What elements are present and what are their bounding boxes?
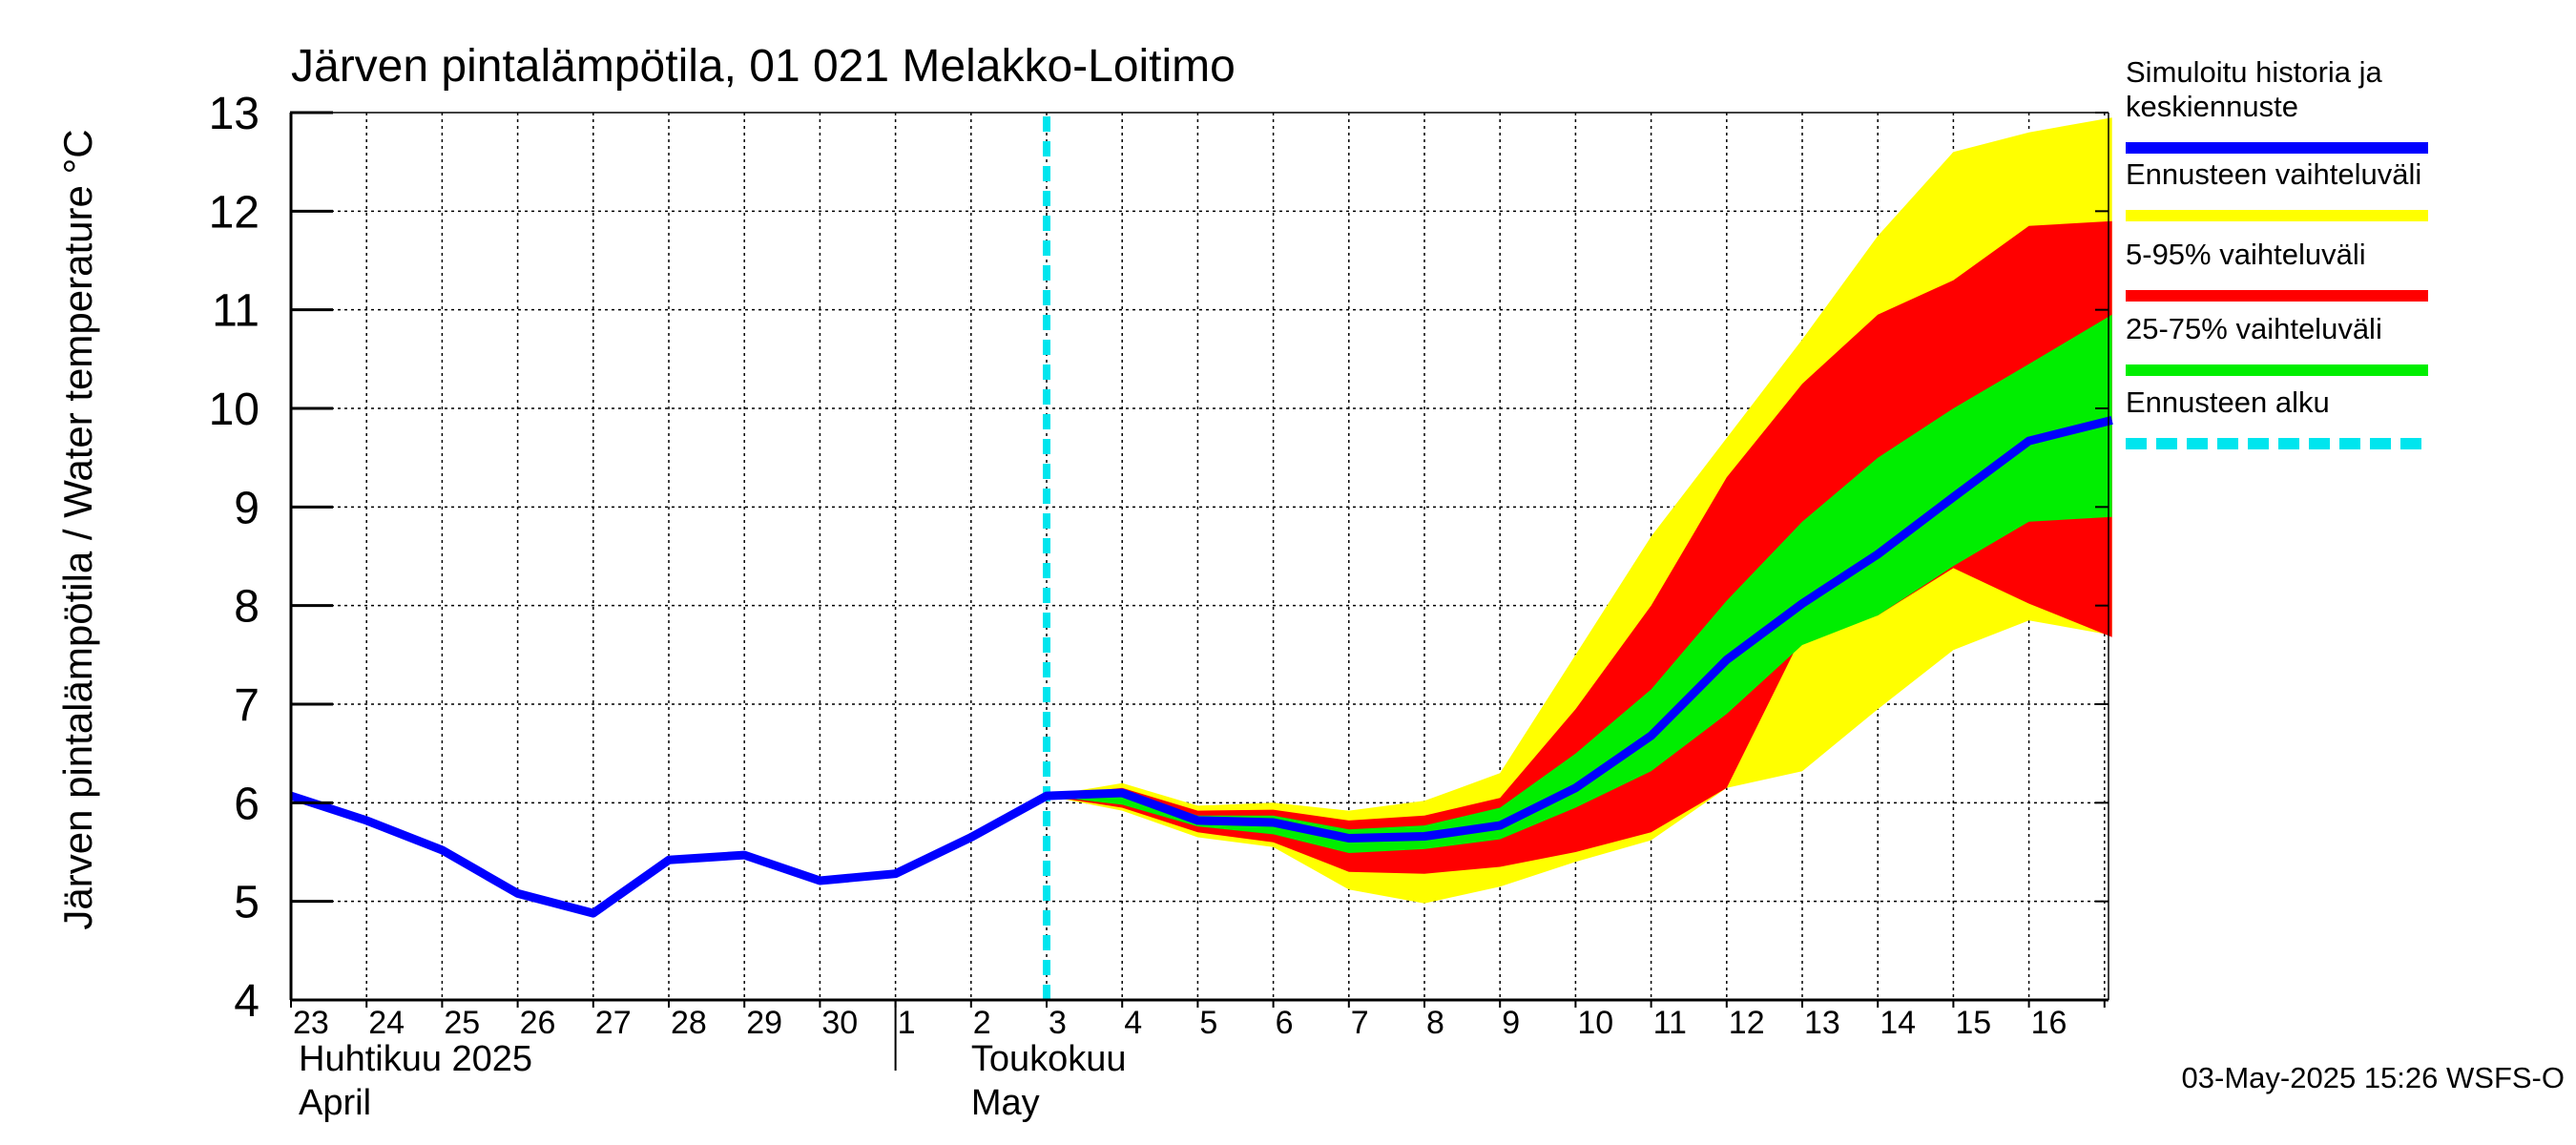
x-tick-label: 14 — [1880, 1005, 1916, 1041]
grid — [291, 113, 2109, 1000]
legend-label: 5-95% vaihteluväli — [2126, 238, 2366, 271]
x-tick-label: 25 — [444, 1005, 480, 1041]
month-label-en: April — [299, 1083, 371, 1123]
x-tick-label: 15 — [1955, 1005, 1991, 1041]
y-tick-label: 8 — [234, 582, 260, 633]
month-label: Toukokuu — [971, 1039, 1127, 1079]
x-tick-label: 23 — [293, 1005, 329, 1041]
x-tick-label: 12 — [1729, 1005, 1765, 1041]
x-tick-label: 6 — [1276, 1005, 1294, 1041]
legend-label: Ennusteen vaihteluväli — [2126, 157, 2421, 191]
legend-label: Ennusteen alku — [2126, 385, 2330, 419]
legend-label: keskiennuste — [2126, 90, 2298, 123]
axes — [289, 111, 2109, 1071]
y-tick-label: 4 — [234, 976, 260, 1027]
month-label-en: May — [971, 1083, 1040, 1123]
band-forecast-range — [1047, 117, 2112, 904]
y-tick-label: 5 — [234, 878, 260, 928]
y-tick-label: 7 — [234, 680, 260, 731]
legend-label: 25-75% vaihteluväli — [2126, 312, 2382, 345]
y-axis-label: Järven pintalämpötila / Water temperatur… — [55, 129, 100, 929]
median-line — [289, 416, 2113, 918]
y-tick-label: 11 — [212, 286, 260, 337]
band-5-95 — [1047, 220, 2112, 874]
x-tick-label: 16 — [2031, 1005, 2067, 1041]
x-tick-label: 11 — [1653, 1005, 1687, 1041]
x-tick-label: 26 — [520, 1005, 556, 1041]
month-label: Huhtikuu 2025 — [299, 1039, 532, 1079]
timestamp: 03-May-2025 15:26 WSFS-O — [2182, 1061, 2565, 1094]
forecast-bands — [1047, 117, 2112, 904]
x-tick-label: 27 — [595, 1005, 632, 1041]
x-tick-label: 3 — [1049, 1005, 1067, 1041]
x-tick-label: 29 — [746, 1005, 782, 1041]
x-tick-label: 24 — [368, 1005, 405, 1041]
series-lines — [289, 116, 2113, 1000]
x-tick-label: 1 — [898, 1005, 916, 1041]
x-tick-label: 8 — [1426, 1005, 1444, 1041]
x-tick-label: 4 — [1124, 1005, 1142, 1041]
legend-label: Simuloitu historia ja — [2126, 55, 2383, 89]
chart-title: Järven pintalämpötila, 01 021 Melakko-Lo… — [291, 41, 1236, 92]
y-tick-label: 12 — [209, 187, 260, 238]
band-25-75 — [1047, 314, 2112, 853]
x-tick-label: 2 — [973, 1005, 991, 1041]
y-tick-label: 6 — [234, 779, 260, 829]
y-tick-label: 10 — [209, 385, 260, 435]
x-tick-label: 7 — [1351, 1005, 1369, 1041]
x-tick-label: 9 — [1502, 1005, 1520, 1041]
y-tick-label: 13 — [209, 89, 260, 139]
y-tick-label: 9 — [234, 483, 260, 533]
x-tick-label: 30 — [821, 1005, 858, 1041]
x-tick-label: 28 — [671, 1005, 707, 1041]
x-tick-label: 10 — [1577, 1005, 1613, 1041]
x-tick-label: 13 — [1804, 1005, 1840, 1041]
x-tick-label: 5 — [1199, 1005, 1217, 1041]
